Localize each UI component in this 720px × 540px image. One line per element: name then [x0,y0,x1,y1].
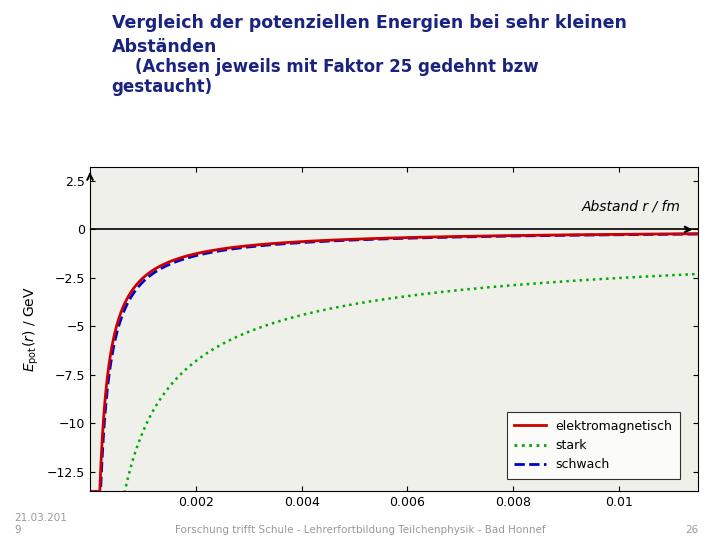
elektromagnetisch [238,243,246,249]
Text: Forschung trifft Schule - Lehrerfortbildung Teilchenphysik - Bad Honnef: Forschung trifft Schule - Lehrerfortbild… [175,524,545,535]
stark [401,293,410,300]
schwach [454,234,462,240]
elektromagnetisch [694,231,703,237]
schwach [521,233,530,239]
Text: 21.03.201
9: 21.03.201 9 [14,513,67,535]
stark [694,271,703,277]
Text: Abständen: Abständen [112,38,217,56]
Text: Abstand r / fm: Abstand r / fm [581,200,680,214]
Line: elektromagnetisch: elektromagnetisch [90,234,698,491]
elektromagnetisch [654,231,663,237]
Line: schwach: schwach [90,234,698,491]
elektromagnetisch [374,235,382,241]
stark [609,275,618,281]
stark [95,508,104,514]
Y-axis label: $E_{\mathrm{pot}}(r)$ / GeV: $E_{\mathrm{pot}}(r)$ / GeV [22,287,41,372]
schwach [694,231,703,237]
stark [107,508,116,514]
Text: Vergleich der potenziellen Energien bei sehr kleinen: Vergleich der potenziellen Energien bei … [112,14,626,31]
stark [629,274,637,280]
stark [569,278,577,284]
elektromagnetisch [86,488,94,495]
elektromagnetisch [521,232,530,239]
Line: stark: stark [99,274,698,511]
schwach [374,236,382,242]
schwach [238,245,246,251]
schwach [477,233,485,240]
elektromagnetisch [454,233,462,240]
Text: gestaucht): gestaucht) [112,78,212,96]
schwach [86,488,94,495]
stark [324,306,333,312]
elektromagnetisch [477,233,485,239]
schwach [654,231,663,238]
Text: 26: 26 [685,524,698,535]
Text: (Achsen jeweils mit Faktor 25 gedehnt bzw: (Achsen jeweils mit Faktor 25 gedehnt bz… [112,58,539,76]
Legend: elektromagnetisch, stark, schwach: elektromagnetisch, stark, schwach [507,412,680,478]
